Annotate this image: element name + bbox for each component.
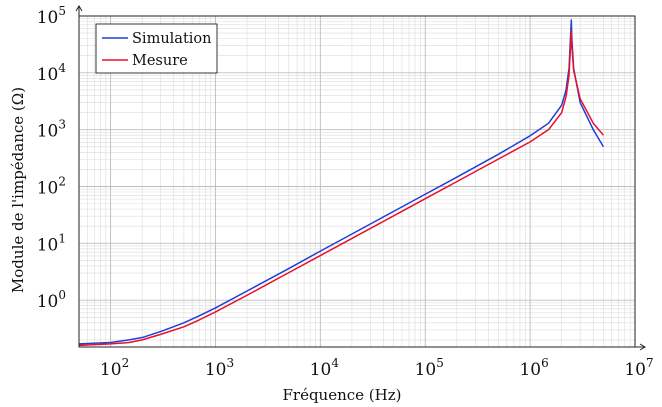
y-tick-label: 103 xyxy=(37,118,66,142)
y-axis-title: Module de l'impédance (Ω) xyxy=(9,87,27,293)
x-axis-arrow xyxy=(635,343,646,351)
y-tick-label: 102 xyxy=(37,175,66,199)
legend-label-mesure: Mesure xyxy=(132,53,188,69)
x-tick-label: 104 xyxy=(310,356,340,380)
legend-box xyxy=(95,23,218,74)
x-tick-label: 105 xyxy=(415,356,444,380)
y-tick-label: 105 xyxy=(37,4,66,28)
series-line-simulation xyxy=(78,19,605,345)
y-tick-labels: 100 101 102 103 104 105 xyxy=(37,4,67,312)
legend-label-simulation: Simulation xyxy=(132,31,211,47)
x-tick-label: 102 xyxy=(100,356,129,380)
y-tick-label: 101 xyxy=(37,231,66,255)
x-tick-label: 103 xyxy=(205,356,234,380)
y-tick-label: 104 xyxy=(37,61,67,85)
x-tick-label: 106 xyxy=(519,356,548,380)
series-layer xyxy=(78,19,605,347)
x-tick-label: 107 xyxy=(624,356,653,380)
axis-arrows xyxy=(75,5,646,351)
x-axis-title: Fréquence (Hz) xyxy=(283,386,402,404)
y-axis-arrow xyxy=(75,5,83,16)
y-tick-label: 100 xyxy=(37,288,66,312)
series-line-mesure xyxy=(78,30,605,347)
plot-frame xyxy=(78,15,636,348)
legend: Simulation Mesure xyxy=(95,23,218,74)
x-tick-labels: 102 103 104 105 106 107 xyxy=(100,356,654,380)
